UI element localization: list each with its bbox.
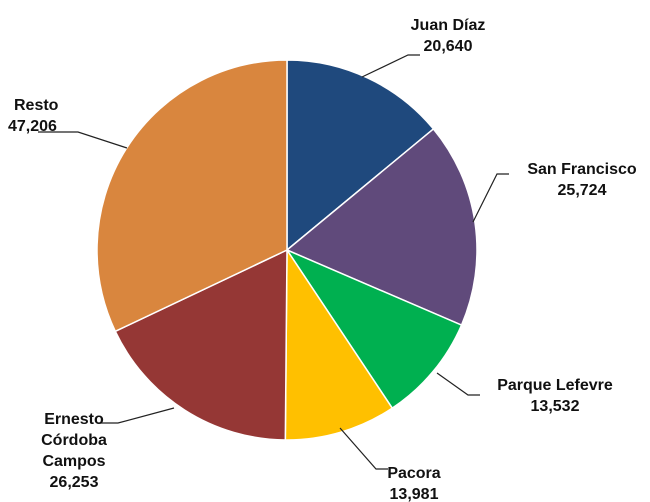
slice-label-0: Juan Díaz 20,640 xyxy=(411,17,486,55)
leader-line-3 xyxy=(339,427,388,470)
slice-name-4: Ernesto xyxy=(44,411,104,428)
slice-label-2: Parque Lefevre 13,532 xyxy=(497,377,613,415)
slice-name-5: Resto xyxy=(14,97,59,114)
leader-line-0 xyxy=(361,54,420,78)
pie-slice-1 xyxy=(285,127,478,327)
slice-value-3: 13,981 xyxy=(390,486,439,502)
slice-name-1: San Francisco xyxy=(527,161,637,178)
leader-lines xyxy=(38,54,509,470)
leader-line-2 xyxy=(436,372,480,396)
pie-slice-2 xyxy=(284,248,463,410)
leader-line-4 xyxy=(98,407,175,424)
slice-label-4: Ernesto Córdoba Campos 26,253 xyxy=(41,411,107,491)
leader-line-5 xyxy=(38,131,128,149)
slice-label-3: Pacora 13,981 xyxy=(387,465,440,502)
slice-value-5: 47,206 xyxy=(8,118,57,135)
slice-label-1: San Francisco 25,724 xyxy=(527,161,637,199)
slice-value-2: 13,532 xyxy=(531,398,580,415)
slice-value-4: 26,253 xyxy=(50,474,99,491)
slice-label-5: Resto 47,206 xyxy=(8,97,59,135)
slice-name-3: Pacora xyxy=(387,465,440,482)
pie-slice-4 xyxy=(114,248,288,441)
pie-slice-3 xyxy=(284,247,394,441)
slice-name-0: Juan Díaz xyxy=(411,17,486,34)
slice-labels: Juan Díaz 20,640 San Francisco 25,724 Parque… xyxy=(8,17,637,502)
leader-line-1 xyxy=(472,173,509,223)
slice-value-0: 20,640 xyxy=(424,38,473,55)
pie-slices xyxy=(96,59,478,441)
slice-name-4: Córdoba xyxy=(41,432,107,449)
slice-name-4: Campos xyxy=(42,453,105,470)
slice-name-2: Parque Lefevre xyxy=(497,377,613,394)
slice-value-1: 25,724 xyxy=(558,182,607,199)
pie-slice-0 xyxy=(286,59,435,252)
